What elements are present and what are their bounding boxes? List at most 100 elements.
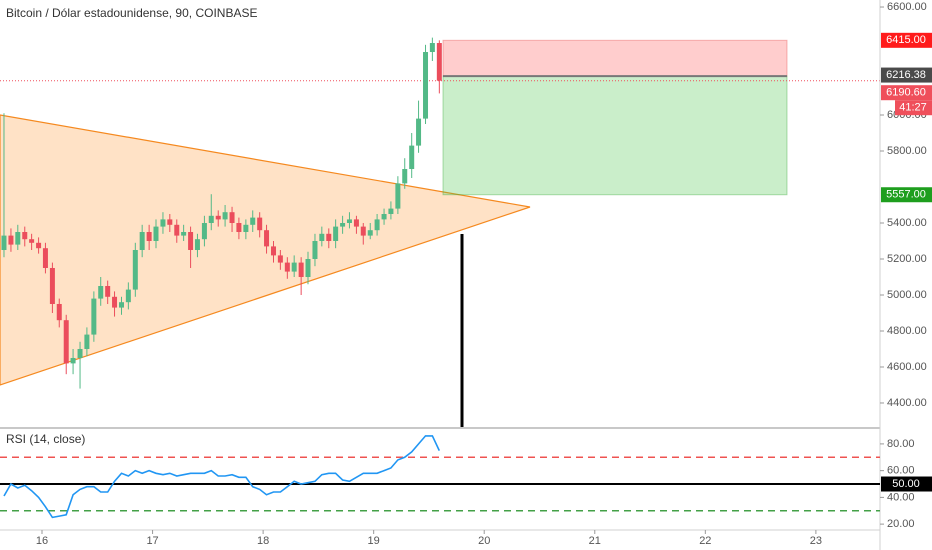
candle-body <box>222 212 228 220</box>
candle-body <box>36 242 42 249</box>
candle-body <box>257 217 263 231</box>
stop-zone <box>442 39 788 77</box>
price-label-box <box>881 187 932 203</box>
candle-body <box>105 285 111 297</box>
candle-body <box>181 231 187 236</box>
candle-body <box>298 262 304 277</box>
candle-body <box>429 43 435 53</box>
x-tick-label: 20 <box>478 535 490 547</box>
candle-body <box>188 231 194 250</box>
candle-body <box>353 219 359 227</box>
candle-body <box>346 219 352 223</box>
candle-body <box>160 219 166 227</box>
candle-body <box>174 224 180 236</box>
target-zone <box>442 75 788 196</box>
price-label: 5557.00 <box>886 189 926 201</box>
candle-body <box>112 296 118 308</box>
triangle-drawing <box>0 114 531 386</box>
y-tick-label: 4800.00 <box>887 325 927 337</box>
candle-body <box>229 212 235 223</box>
candle-body <box>215 215 221 220</box>
candle-body <box>388 208 394 214</box>
rsi-y-tick-label: 60.00 <box>887 465 915 477</box>
candle-body <box>118 302 124 308</box>
candle-body <box>360 226 366 236</box>
price-label-box <box>881 67 932 83</box>
y-tick-label: 5800.00 <box>887 145 927 157</box>
candle-body <box>284 262 290 272</box>
candle-body <box>70 357 76 364</box>
candle-body <box>132 249 138 290</box>
rsi-y-tick-label: 20.00 <box>887 518 915 530</box>
x-tick-label: 22 <box>699 535 711 547</box>
rsi-title: RSI (14, close) <box>6 432 85 446</box>
countdown: 41:27 <box>899 102 927 114</box>
candle-body <box>264 230 270 247</box>
candle-body <box>125 289 131 303</box>
candle-body <box>167 219 173 225</box>
candle-body <box>49 267 55 304</box>
candle-body <box>305 258 311 277</box>
price-label: 6216.38 <box>886 69 926 81</box>
y-tick-label: 5200.00 <box>887 253 927 265</box>
candle-body <box>201 222 207 240</box>
rsi-midline-box <box>881 476 932 492</box>
candle-body <box>77 348 83 358</box>
position-box <box>0 39 880 196</box>
candle-body <box>381 214 387 220</box>
candle-body <box>139 231 145 250</box>
x-tick-label: 23 <box>810 535 822 547</box>
candle-body <box>395 183 401 209</box>
candle-body <box>1 235 7 250</box>
rsi-midline-label: 50.00 <box>892 478 920 490</box>
y-tick-label: 6600.00 <box>887 1 927 13</box>
candle-body <box>63 320 69 364</box>
x-tick-label: 16 <box>36 535 48 547</box>
candle-body <box>291 262 297 272</box>
candle-body <box>374 219 380 231</box>
price-label: 6415.00 <box>886 34 926 46</box>
candle-body <box>436 43 442 81</box>
candle-body <box>250 217 256 225</box>
marks <box>1 37 442 389</box>
candle-body <box>326 233 332 241</box>
candle-body <box>319 233 325 241</box>
candle-body <box>367 230 373 236</box>
candle-body <box>340 222 346 227</box>
candle-body <box>91 298 97 335</box>
candle-body <box>402 169 408 184</box>
x-tick-label: 17 <box>146 535 158 547</box>
y-tick-label: 5000.00 <box>887 289 927 301</box>
x-tick-label: 18 <box>257 535 269 547</box>
candle-body <box>423 52 429 119</box>
candle-body <box>208 215 214 223</box>
candle-body <box>271 246 277 256</box>
candle-body <box>243 224 249 232</box>
candle-body <box>194 239 200 250</box>
candle-body <box>236 222 242 232</box>
candle-body <box>42 248 48 268</box>
candle-body <box>56 303 62 321</box>
candle-body <box>22 231 28 240</box>
candle-body <box>312 240 318 259</box>
candle-body <box>84 334 90 349</box>
candle-body <box>98 285 104 299</box>
price-label-box <box>881 32 932 48</box>
candle-body <box>153 226 159 241</box>
candle-body <box>333 226 339 241</box>
y-tick-label: 4400.00 <box>887 397 927 409</box>
rsi-y-tick-label: 80.00 <box>887 438 915 450</box>
y-tick-label: 5400.00 <box>887 217 927 229</box>
x-tick-label: 19 <box>368 535 380 547</box>
x-tick-label: 21 <box>589 535 601 547</box>
candle-body <box>409 145 415 170</box>
candle-body <box>15 231 21 245</box>
price-label-box <box>881 85 932 101</box>
candle-body <box>146 231 152 241</box>
rsi-line <box>3 435 441 519</box>
chart-title: Bitcoin / Dólar estadounidense, 90, COIN… <box>6 6 257 20</box>
y-tick-label: 4600.00 <box>887 361 927 373</box>
candle-body <box>416 118 422 146</box>
rsi-y-tick-label: 40.00 <box>887 491 915 503</box>
